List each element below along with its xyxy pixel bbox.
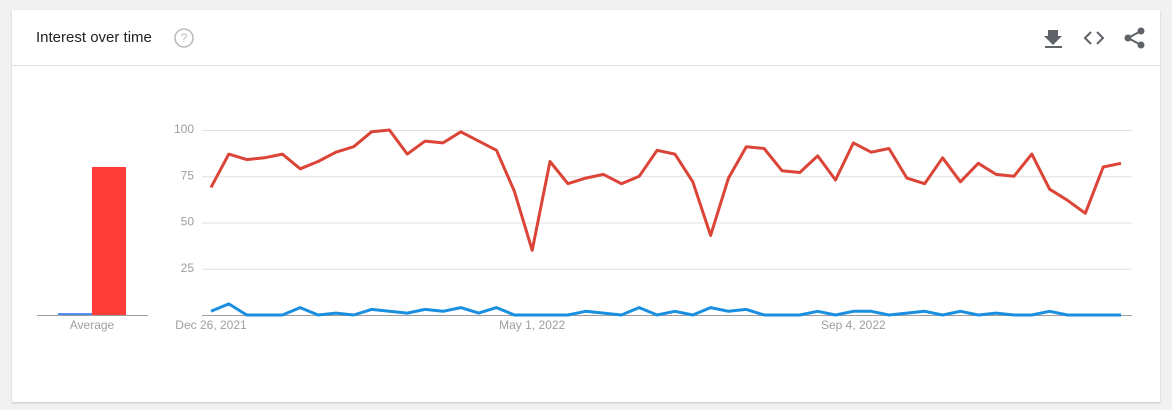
share-button[interactable]	[1124, 27, 1145, 49]
y-tick-label: 100	[174, 122, 194, 136]
x-tick-label: Dec 26, 2021	[175, 318, 247, 332]
trend-line	[210, 302, 1121, 317]
y-tick-label: 25	[181, 261, 195, 275]
average-bar	[58, 313, 92, 315]
x-tick-label: May 1, 2022	[499, 318, 565, 332]
card	[12, 10, 1160, 402]
average-bar	[92, 167, 126, 315]
y-tick-label: 75	[181, 168, 195, 182]
embed-button[interactable]	[1083, 31, 1105, 45]
y-tick-label: 50	[181, 215, 195, 229]
download-button[interactable]	[1044, 30, 1062, 48]
x-axis-label: Average	[70, 318, 115, 332]
help-icon[interactable]: ?	[174, 28, 194, 48]
trend-line	[209, 128, 1122, 252]
card-title: Interest over time	[36, 29, 152, 46]
svg-text:?: ?	[181, 31, 188, 45]
x-tick-label: Sep 4, 2022	[821, 318, 886, 332]
